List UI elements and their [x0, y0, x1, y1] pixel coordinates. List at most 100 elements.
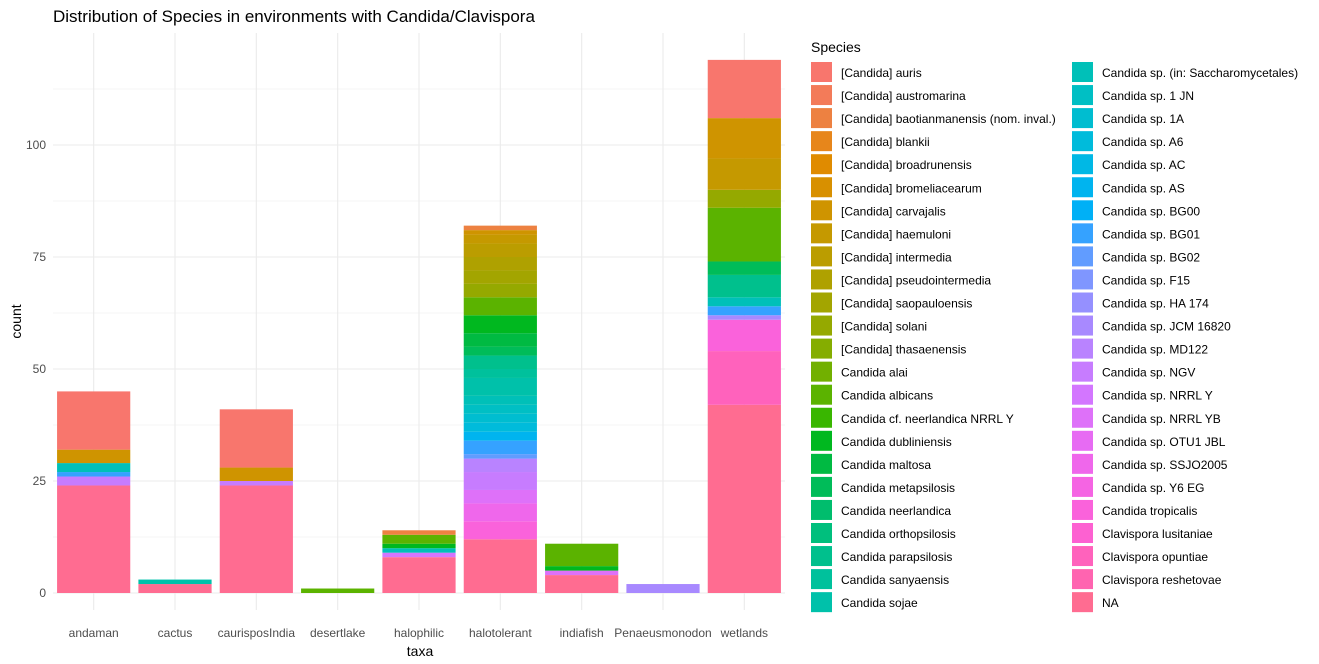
legend-label: Candida tropicalis	[1102, 504, 1197, 518]
bar-segment	[463, 413, 537, 423]
legend-swatch	[811, 407, 832, 428]
bar-segment	[463, 539, 537, 593]
legend-label: [Candida] thasaenensis	[841, 343, 966, 357]
bar-segment	[545, 543, 619, 567]
legend-swatch	[811, 569, 832, 590]
legend-swatch	[1072, 499, 1093, 520]
legend-swatch	[1072, 407, 1093, 428]
bar-segment	[463, 333, 537, 347]
bar-segment	[707, 315, 781, 320]
legend-swatch	[1072, 131, 1093, 152]
legend-swatch	[811, 592, 832, 613]
bar-segment	[463, 369, 537, 378]
legend-label: Clavispora reshetovae	[1102, 573, 1222, 587]
legend-swatch	[1072, 269, 1093, 290]
legend-swatch	[811, 315, 832, 336]
bar-segment	[707, 59, 781, 119]
legend-label: Clavispora opuntiae	[1102, 550, 1208, 564]
legend-label: Candida neerlandica	[841, 504, 951, 518]
bar-segment	[463, 472, 537, 490]
legend-label: [Candida] solani	[841, 320, 927, 334]
legend-swatch	[811, 430, 832, 451]
bar-segment	[463, 243, 537, 257]
legend-swatch	[811, 177, 832, 198]
legend-label: Candida sp. 1 JN	[1102, 89, 1194, 103]
legend-swatch	[1072, 569, 1093, 590]
legend-swatch	[811, 384, 832, 405]
x-tick-label: wetlands	[720, 626, 768, 640]
bar-segment	[382, 543, 456, 549]
legend-swatch	[811, 523, 832, 543]
bars	[57, 59, 781, 593]
legend-swatch	[1072, 85, 1093, 106]
x-tick-label: halotolerant	[469, 626, 532, 640]
legend-label: [Candida] austromarina	[841, 89, 966, 103]
legend-label: Candida sp. F15	[1102, 273, 1190, 287]
y-tick-label: 0	[39, 586, 46, 600]
bar-segment	[382, 534, 456, 544]
legend-swatch	[1072, 476, 1093, 497]
legend-label: Candida orthopsilosis	[841, 527, 956, 541]
legend-label: [Candida] saopauloensis	[841, 297, 972, 311]
legend-swatch	[1072, 453, 1093, 474]
x-tick-label: halophilic	[394, 626, 444, 640]
chart-title: Distribution of Species in environments …	[53, 7, 535, 26]
bar-segment	[545, 570, 619, 576]
legend-label: [Candida] blankii	[841, 135, 930, 149]
legend-swatch	[811, 223, 832, 244]
bar-segment	[463, 503, 537, 522]
bar-segment	[545, 575, 619, 593]
bar-segment	[626, 584, 700, 593]
legend-swatch	[811, 85, 832, 106]
bar-segment	[219, 481, 293, 486]
bar-segment	[463, 422, 537, 432]
legend-swatch	[1072, 361, 1093, 382]
bar-segment	[463, 458, 537, 473]
legend-label: Candida sp. JCM 16820	[1102, 320, 1231, 334]
legend-label: [Candida] intermedia	[841, 250, 952, 264]
bar-segment	[707, 319, 781, 352]
bar-segment	[301, 588, 375, 593]
legend-swatch	[811, 108, 832, 129]
legend-swatch	[1072, 338, 1093, 359]
legend-label: Candida sp. NRRL Y	[1102, 389, 1213, 403]
bar-segment	[463, 431, 537, 441]
bar-segment	[57, 391, 131, 450]
bar-segment	[463, 404, 537, 414]
bar-segment	[463, 440, 537, 455]
legend-label: Candida sp. 1A	[1102, 112, 1184, 126]
legend-label: NA	[1102, 596, 1119, 610]
bar-segment	[707, 351, 781, 405]
bar-segment	[382, 557, 456, 593]
bar-segment	[707, 274, 781, 298]
legend-swatch	[811, 200, 832, 221]
bar-segment	[219, 409, 293, 468]
legend-swatch	[1072, 154, 1093, 175]
bar-segment	[707, 306, 781, 316]
legend-swatch	[1072, 108, 1093, 129]
legend-label: Candida sanyaensis	[841, 573, 949, 587]
bar-segment	[463, 297, 537, 316]
legend-label: Candida sp. AS	[1102, 181, 1185, 195]
grid	[53, 33, 785, 610]
x-axis-ticks: andaman cactus caurisposIndia desertlake hal…	[69, 626, 768, 640]
bar-segment	[463, 270, 537, 284]
bar-segment	[707, 297, 781, 307]
y-tick-label: 75	[33, 250, 47, 264]
legend: Species [Candida] auris [Candida] austrom…	[811, 39, 1298, 613]
x-tick-label: Penaeusmonodon	[614, 626, 711, 640]
legend-label: Candida cf. neerlandica NRRL Y	[841, 412, 1014, 426]
legend-label: Candida sp. BG00	[1102, 204, 1200, 218]
bar-segment	[463, 225, 537, 231]
legend-label: Candida sp. Y6 EG	[1102, 481, 1205, 495]
legend-label: Candida parapsilosis	[841, 550, 952, 564]
y-axis-label: count	[8, 304, 24, 338]
legend-swatch	[1072, 523, 1093, 543]
legend-label: Candida sojae	[841, 596, 918, 610]
bar-segment	[545, 566, 619, 571]
legend-label: [Candida] baotianmanensis (nom. inval.)	[841, 112, 1056, 126]
legend-label: Clavispora lusitaniae	[1102, 527, 1213, 541]
x-tick-label: cactus	[158, 626, 193, 640]
legend-swatch	[1072, 223, 1093, 244]
